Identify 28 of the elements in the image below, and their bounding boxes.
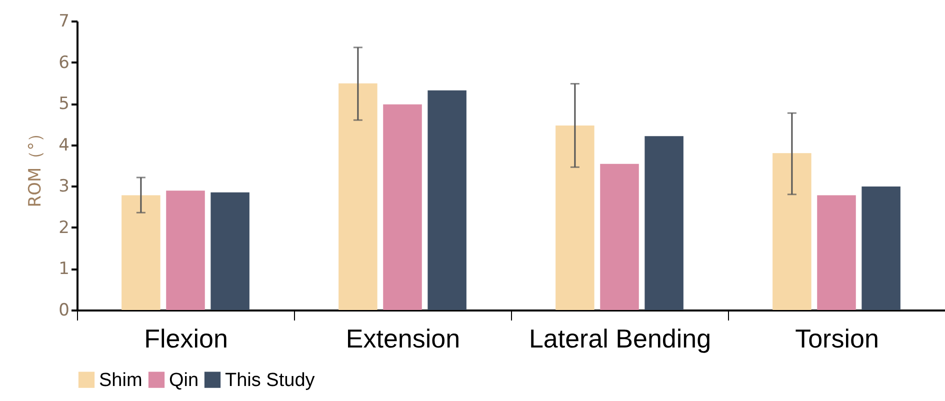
y-tick-label: 6: [58, 52, 70, 73]
y-tick-label: 4: [58, 135, 70, 156]
legend-label: Qin: [169, 370, 199, 391]
x-tick-label: Torsion: [795, 324, 879, 354]
bar: [644, 136, 684, 310]
y-tick-label: 2: [58, 218, 70, 238]
legend-label: This Study: [225, 370, 316, 391]
legend-label: Shim: [99, 370, 142, 391]
bar: [862, 186, 900, 310]
bar: [383, 104, 422, 310]
x-tick-label: Flexion: [144, 324, 228, 354]
y-tick-label: 5: [58, 94, 70, 114]
bar: [772, 153, 812, 310]
bar: [428, 90, 466, 310]
bar: [210, 192, 250, 310]
bar: [600, 164, 639, 310]
y-tick-label: 1: [58, 259, 70, 280]
x-tick-label: Lateral Bending: [528, 324, 712, 354]
y-tick-label: 0: [58, 300, 70, 320]
bar: [338, 83, 378, 310]
y-tick-label: 7: [58, 12, 70, 32]
bar: [122, 195, 160, 310]
y-tick-label: 3: [58, 176, 70, 197]
bar: [166, 190, 205, 310]
y-axis-title: ROM（°）: [26, 124, 46, 208]
x-tick-label: Extension: [346, 324, 460, 354]
bar: [556, 125, 594, 310]
bar: [817, 195, 856, 310]
